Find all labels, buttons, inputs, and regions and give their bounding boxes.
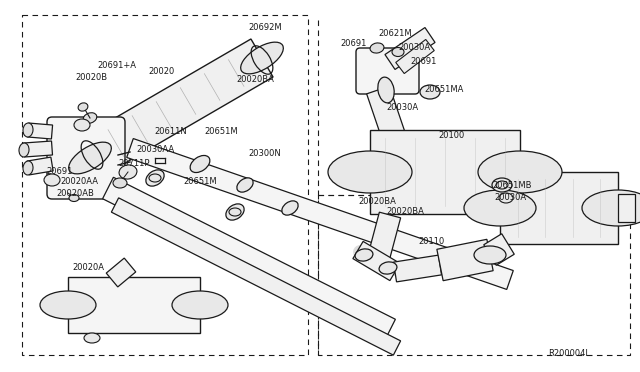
Polygon shape bbox=[396, 39, 435, 74]
Text: 20020AA: 20020AA bbox=[60, 177, 98, 186]
Text: 20300N: 20300N bbox=[248, 150, 281, 158]
Text: 20691: 20691 bbox=[410, 58, 436, 67]
Polygon shape bbox=[367, 212, 401, 263]
Ellipse shape bbox=[582, 190, 640, 226]
Ellipse shape bbox=[492, 178, 512, 192]
Ellipse shape bbox=[44, 174, 60, 186]
Ellipse shape bbox=[474, 246, 506, 264]
Polygon shape bbox=[79, 39, 273, 177]
Text: 20691+A: 20691+A bbox=[97, 61, 136, 71]
Ellipse shape bbox=[241, 42, 284, 74]
FancyBboxPatch shape bbox=[47, 117, 125, 199]
Ellipse shape bbox=[146, 170, 164, 186]
Text: 20020BA: 20020BA bbox=[386, 208, 424, 217]
Polygon shape bbox=[618, 194, 635, 222]
Text: 20030AA: 20030AA bbox=[136, 145, 174, 154]
Ellipse shape bbox=[379, 262, 397, 274]
Text: 20020BA: 20020BA bbox=[236, 76, 274, 84]
Text: 20030A: 20030A bbox=[386, 103, 418, 112]
Text: 20651M: 20651M bbox=[183, 177, 216, 186]
Text: 20711P: 20711P bbox=[118, 160, 150, 169]
Polygon shape bbox=[27, 157, 53, 175]
Text: 20030A: 20030A bbox=[494, 193, 526, 202]
Text: 20020A: 20020A bbox=[72, 263, 104, 273]
Text: 20020AB: 20020AB bbox=[56, 189, 94, 198]
Ellipse shape bbox=[69, 195, 79, 202]
Text: R200004L: R200004L bbox=[548, 349, 590, 358]
Text: 20020: 20020 bbox=[148, 67, 174, 77]
Ellipse shape bbox=[478, 151, 562, 193]
Text: 20651MB: 20651MB bbox=[492, 182, 531, 190]
Ellipse shape bbox=[499, 193, 513, 203]
Text: 20692M: 20692M bbox=[248, 23, 282, 32]
Text: 20100: 20100 bbox=[438, 131, 464, 141]
Ellipse shape bbox=[19, 143, 29, 157]
Ellipse shape bbox=[190, 155, 210, 173]
Text: 20691: 20691 bbox=[340, 39, 366, 48]
Polygon shape bbox=[24, 141, 52, 157]
Text: 20020B: 20020B bbox=[75, 74, 107, 83]
Ellipse shape bbox=[68, 142, 111, 174]
Ellipse shape bbox=[237, 178, 253, 192]
Polygon shape bbox=[367, 86, 406, 144]
Ellipse shape bbox=[78, 103, 88, 111]
Polygon shape bbox=[111, 198, 401, 355]
Ellipse shape bbox=[83, 113, 97, 123]
Polygon shape bbox=[68, 277, 200, 333]
Ellipse shape bbox=[172, 291, 228, 319]
Text: 20020BA: 20020BA bbox=[358, 198, 396, 206]
Ellipse shape bbox=[464, 190, 536, 226]
Polygon shape bbox=[385, 28, 435, 70]
Ellipse shape bbox=[23, 161, 33, 175]
Ellipse shape bbox=[355, 249, 373, 261]
Ellipse shape bbox=[84, 333, 100, 343]
Ellipse shape bbox=[23, 123, 33, 137]
Polygon shape bbox=[127, 138, 513, 289]
Polygon shape bbox=[437, 239, 493, 281]
Polygon shape bbox=[353, 241, 400, 280]
Ellipse shape bbox=[420, 85, 440, 99]
Text: 20030A: 20030A bbox=[398, 44, 430, 52]
Polygon shape bbox=[102, 177, 396, 341]
Text: 20651M: 20651M bbox=[204, 128, 237, 137]
Text: 20651MA: 20651MA bbox=[424, 86, 463, 94]
Polygon shape bbox=[28, 123, 52, 139]
Ellipse shape bbox=[119, 165, 137, 179]
Ellipse shape bbox=[392, 48, 404, 57]
Polygon shape bbox=[500, 172, 618, 244]
Ellipse shape bbox=[74, 119, 90, 131]
Ellipse shape bbox=[378, 77, 394, 103]
Text: 20611N: 20611N bbox=[154, 128, 187, 137]
Ellipse shape bbox=[370, 43, 384, 53]
FancyBboxPatch shape bbox=[356, 48, 419, 94]
Text: 20621M: 20621M bbox=[378, 29, 412, 38]
Ellipse shape bbox=[40, 291, 96, 319]
Polygon shape bbox=[370, 130, 520, 214]
Polygon shape bbox=[394, 255, 442, 282]
Polygon shape bbox=[106, 258, 136, 287]
Ellipse shape bbox=[226, 204, 244, 220]
Ellipse shape bbox=[328, 151, 412, 193]
Ellipse shape bbox=[282, 201, 298, 215]
Polygon shape bbox=[484, 234, 515, 265]
Text: 20110: 20110 bbox=[418, 237, 444, 247]
Ellipse shape bbox=[113, 178, 127, 188]
Text: 20691: 20691 bbox=[46, 167, 72, 176]
